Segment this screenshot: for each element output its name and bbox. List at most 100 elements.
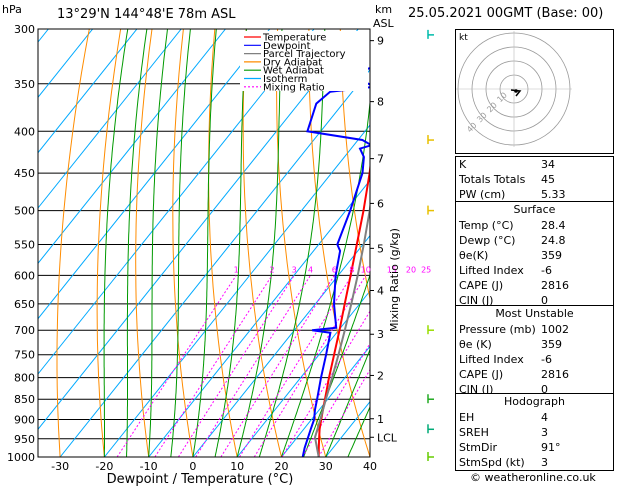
legend-background [240,31,368,91]
dry-adiabat-line [623,29,629,457]
hodograph-panel: Hodograph EH 4 SREH 3 StmDir 91° StmSpd (kt) 3 [455,393,614,471]
dry-adiabat-line [96,29,122,457]
wet-adiabat-line [148,29,168,457]
temp-tick-label: 20 [274,460,288,473]
dry-adiabat-line [308,29,370,457]
dry-adiabat-line [339,29,370,302]
pressure-tick-label: 750 [14,349,35,362]
surface-panel: Surface Temp (°C) 28.4 Dewp (°C) 24.8 θe(K) 3… [455,201,614,309]
isotherm-line [38,29,226,265]
most-unstable-panel: Most Unstable Pressure (mb) 1002 θe (K) 359… [455,305,614,398]
isotherm-line [38,29,315,375]
most-unstable-title: Most Unstable [495,307,574,320]
pressure-tick-label: 650 [14,298,35,311]
isotherm-line [38,29,138,154]
row-value: 0 [541,294,548,307]
temperature-series [317,161,370,457]
table-row: Temp (°C) 28.4 [456,218,613,233]
wet-adiabat-line [303,273,370,457]
table-row: Lifted Index -6 [456,352,613,367]
table-row: Pressure (mb) 1002 [456,322,613,337]
isotherm-line [38,29,271,320]
temp-tick-label: 0 [189,460,196,473]
legend-entry: Wet Adiabat [263,66,324,77]
mixing-ratio-line [195,275,311,457]
wet-adiabat-line [103,29,129,457]
row-label: CIN (J) [459,294,494,307]
table-row: CIN (J) 0 [456,382,613,397]
table-row: StmDir 91° [456,440,613,455]
pressure-tick-label: 800 [14,372,35,385]
table-row: EH 4 [456,410,613,425]
row-label: StmSpd (kt) [459,456,525,469]
legend-entry: Isotherm [263,74,307,85]
row-label: EH [459,411,475,424]
hodograph-trace [510,89,522,97]
row-value: 3 [541,456,548,469]
km-tick-label: 8 [377,96,384,109]
row-value: 359 [541,338,562,351]
mixing-ratio-line [154,275,273,457]
legend-entry: Temperature [262,33,326,44]
pressure-tick-label: 1000 [7,451,35,464]
mixing-ratio-label: 4 [308,265,313,274]
mixing-ratio-label: 3 [292,265,297,274]
row-label: Temp (°C) [459,219,514,232]
dry-adiabat-line [135,29,153,457]
mixing-ratio-line [177,275,295,457]
row-label: K [459,158,467,171]
table-row: θe (K) 359 [456,337,613,352]
wet-adiabat-line [126,29,148,457]
hpa-label: hPa [2,3,22,16]
row-label: Lifted Index [459,353,524,366]
wet-adiabat-line [236,29,283,457]
asl-label: ASL [373,17,394,30]
row-value: 91° [541,441,561,454]
legend-entry: Dry Adiabat [263,57,322,68]
wet-adiabat-line [258,29,326,457]
storm-motion-marker [514,89,518,93]
temp-tick-label: 30 [319,460,333,473]
mixing-ratio-label: 15 [387,265,397,274]
km-tick-label: 4 [377,284,384,297]
legend-entry: Mixing Ratio [263,82,325,93]
pressure-tick-label: 700 [14,324,35,337]
temp-tick-label: -30 [51,460,69,473]
dry-adiabat-line [172,29,194,457]
km-tick-label: 3 [377,328,384,341]
mixing-ratio-label: 2 [269,265,274,274]
km-tick-label: LCL [377,431,398,444]
table-row: Totals Totals 45 [456,172,613,187]
dry-adiabat-line [208,29,238,457]
pressure-tick-label: 350 [14,78,35,91]
row-value: 34 [541,158,555,171]
wet-adiabat-line [192,29,217,457]
table-row: K 34 [456,157,613,172]
pressure-tick-label: 600 [14,269,35,282]
credit-text: © weatheronline.co.uk [470,471,596,484]
row-value: 24.8 [541,234,566,247]
km-label: km [375,3,393,16]
hodograph-title: Hodograph [504,395,565,408]
row-label: Lifted Index [459,264,524,277]
isotherm-line [59,68,370,457]
pressure-tick-label: 550 [14,238,35,251]
row-label: CIN (J) [459,383,494,396]
row-value: 1002 [541,323,569,336]
row-label: CAPE (J) [459,279,504,292]
table-row: SREH 3 [456,425,613,440]
pressure-tick-label: 850 [14,393,35,406]
row-value: 45 [541,173,555,186]
km-tick-label: 7 [377,153,384,166]
wet-adiabat-line [170,29,191,457]
km-tick-label: 6 [377,197,384,210]
row-value: 28.4 [541,219,566,232]
pressure-tick-label: 950 [14,433,35,446]
isotherm-line [38,29,182,209]
row-value: 2816 [541,368,569,381]
mixing-ratio-line [220,275,335,457]
row-value: 0 [541,383,548,396]
pressure-tick-label: 300 [14,23,35,36]
